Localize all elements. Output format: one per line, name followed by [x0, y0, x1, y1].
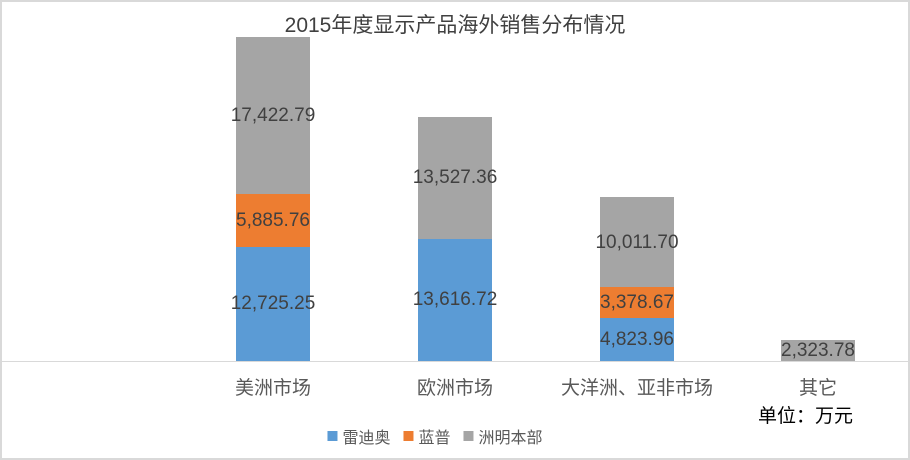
bar-segment-雷迪奥-大洋洲、亚非市场: 4,823.96 — [600, 317, 674, 361]
legend-label: 蓝普 — [418, 430, 451, 447]
category-label-美洲市场: 美洲市场 — [234, 378, 311, 399]
legend-item-雷迪奥: 雷迪奥 — [327, 424, 390, 448]
legend-label: 雷迪奥 — [342, 430, 391, 447]
data-label: 3,378.67 — [600, 291, 674, 313]
bar-segment-雷迪奥-欧洲市场: 13,616.72 — [413, 238, 497, 361]
x-axis-line — [2, 361, 908, 362]
data-label: 2,323.78 — [781, 340, 855, 362]
bar-segment-蓝普-大洋洲、亚非市场: 3,378.67 — [600, 287, 674, 318]
data-label: 13,527.36 — [412, 167, 498, 189]
unit-note: 单位：万元 — [757, 406, 853, 427]
bar-segment-蓝普-美洲市场: 5,885.76 — [236, 193, 310, 247]
legend-swatch-icon — [327, 431, 338, 441]
data-label: 4,823.96 — [600, 328, 674, 350]
legend-swatch-icon — [403, 431, 414, 441]
bar-segment-洲明本部-欧洲市场: 13,527.36 — [413, 116, 497, 239]
bar-segment-洲明本部-大洋洲、亚非市场: 10,011.70 — [595, 197, 679, 288]
chart-title: 2015年度显示产品海外销售分布情况 — [284, 14, 626, 37]
legend-item-洲明本部: 洲明本部 — [463, 424, 543, 448]
legend-item-蓝普: 蓝普 — [403, 424, 451, 448]
data-label: 13,616.72 — [412, 289, 498, 311]
bar-segment-雷迪奥-美洲市场: 12,725.25 — [231, 246, 315, 361]
category-label-大洋洲、亚非市场: 大洋洲、亚非市场 — [560, 378, 713, 399]
data-label: 12,725.25 — [230, 293, 316, 315]
category-label-欧洲市场: 欧洲市场 — [416, 378, 493, 399]
data-label: 17,422.79 — [230, 104, 316, 126]
category-label-其它: 其它 — [798, 378, 837, 399]
data-label: 5,885.76 — [236, 209, 310, 231]
bar-segment-洲明本部-美洲市场: 17,422.79 — [231, 37, 315, 194]
legend-label: 洲明本部 — [478, 430, 543, 447]
legend-swatch-icon — [463, 431, 474, 441]
legend: 雷迪奥 蓝普 洲明本部 — [327, 424, 543, 448]
data-label: 10,011.70 — [595, 231, 679, 253]
bar-segment-洲明本部-其它: 2,323.78 — [781, 340, 855, 361]
